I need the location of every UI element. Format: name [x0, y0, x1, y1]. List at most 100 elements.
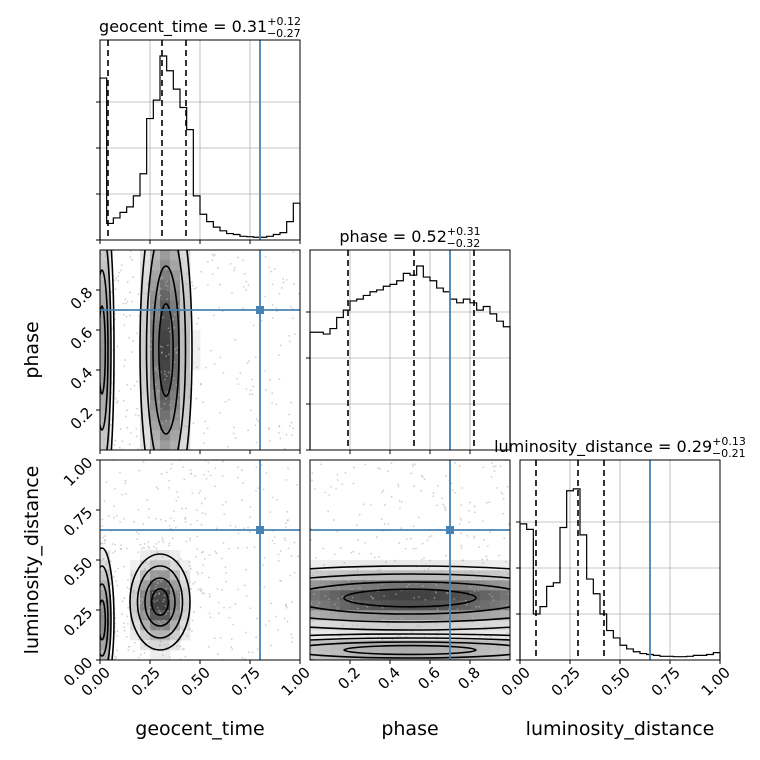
sample-point — [148, 565, 151, 568]
sample-point — [159, 518, 162, 521]
sample-point — [115, 514, 118, 517]
sample-point — [107, 552, 110, 555]
sample-point — [369, 504, 372, 506]
density-cell — [470, 640, 481, 651]
sample-point — [179, 638, 182, 641]
y-axis-label-phase: phase — [21, 321, 43, 378]
sample-point — [291, 641, 293, 644]
sample-point — [423, 635, 426, 638]
y-tick-label: 1.00 — [60, 454, 96, 490]
sample-point — [135, 613, 138, 616]
sample-point — [468, 586, 471, 589]
sample-point — [204, 420, 207, 423]
sample-point — [292, 251, 295, 254]
sample-point — [295, 484, 298, 486]
sample-point — [200, 502, 203, 505]
sample-point — [374, 576, 377, 579]
sample-point — [227, 547, 230, 550]
density-cell — [440, 580, 451, 591]
sample-point — [277, 553, 280, 556]
sample-point — [236, 377, 238, 380]
contour-line — [110, 250, 115, 450]
sample-point — [100, 626, 103, 629]
density-cell — [180, 290, 191, 301]
sample-point — [139, 653, 142, 656]
sample-point — [342, 624, 345, 627]
density-cell — [410, 560, 421, 571]
sample-point — [435, 622, 438, 625]
density-cell — [140, 270, 151, 281]
sample-point — [117, 280, 120, 282]
sample-point — [220, 589, 223, 591]
sample-point — [115, 397, 117, 400]
sample-point — [400, 642, 402, 645]
sample-point — [341, 595, 344, 598]
sample-point — [164, 378, 167, 381]
sample-point — [381, 491, 383, 494]
sample-point — [460, 519, 462, 521]
sample-point — [166, 298, 169, 301]
sample-point — [471, 653, 474, 656]
sample-point — [384, 560, 387, 563]
sample-point — [100, 422, 103, 425]
sample-point — [311, 479, 313, 482]
density-cell — [150, 360, 161, 371]
sample-point — [387, 470, 390, 473]
density-cell — [160, 430, 171, 441]
density-cell — [310, 580, 321, 591]
sample-point — [155, 593, 157, 596]
sample-point — [262, 564, 264, 567]
sample-point — [211, 253, 214, 256]
sample-point — [114, 570, 117, 573]
sample-point — [181, 628, 184, 631]
sample-point — [196, 548, 199, 551]
sample-point — [413, 485, 415, 488]
sample-point — [183, 478, 186, 481]
sample-point — [140, 597, 143, 600]
density-cell — [460, 620, 471, 631]
sample-point — [140, 584, 143, 587]
density-cell — [430, 620, 441, 631]
density-cell — [180, 440, 191, 450]
density-cell — [380, 610, 391, 621]
x-tick-label: 0.75 — [648, 664, 684, 700]
sample-point — [203, 592, 205, 595]
sample-point — [253, 546, 256, 548]
sample-point — [481, 576, 484, 579]
sample-point — [419, 625, 422, 628]
sample-point — [249, 607, 252, 610]
density-cell — [150, 650, 161, 660]
density-cell — [320, 570, 331, 581]
sample-point — [279, 344, 282, 347]
sample-point — [378, 568, 381, 571]
sample-point — [104, 255, 107, 257]
sample-point — [263, 557, 266, 560]
density-cell — [180, 260, 191, 271]
x-axis-label-geocent_time: geocent_time — [135, 718, 264, 740]
sample-point — [237, 466, 240, 468]
density-cell — [150, 590, 161, 601]
density-cell — [450, 650, 461, 660]
sample-point — [488, 593, 491, 596]
sample-point — [458, 626, 461, 629]
contour-line — [158, 302, 174, 397]
sample-point — [161, 422, 163, 425]
sample-point — [197, 588, 200, 591]
density-cell — [460, 640, 471, 651]
sample-point — [109, 424, 112, 426]
sample-point — [430, 535, 433, 537]
density-cell — [370, 620, 381, 631]
sample-point — [153, 417, 156, 420]
sample-point — [161, 537, 164, 539]
density-cell — [140, 550, 151, 561]
density-cell — [380, 650, 391, 660]
sample-point — [227, 398, 230, 401]
sample-point — [183, 647, 185, 650]
sample-point — [483, 538, 486, 541]
sample-point — [213, 362, 216, 365]
sample-point — [189, 628, 191, 631]
sample-point — [256, 617, 259, 620]
density-cell — [160, 380, 171, 391]
sample-point — [133, 589, 136, 591]
sample-point — [191, 281, 193, 284]
